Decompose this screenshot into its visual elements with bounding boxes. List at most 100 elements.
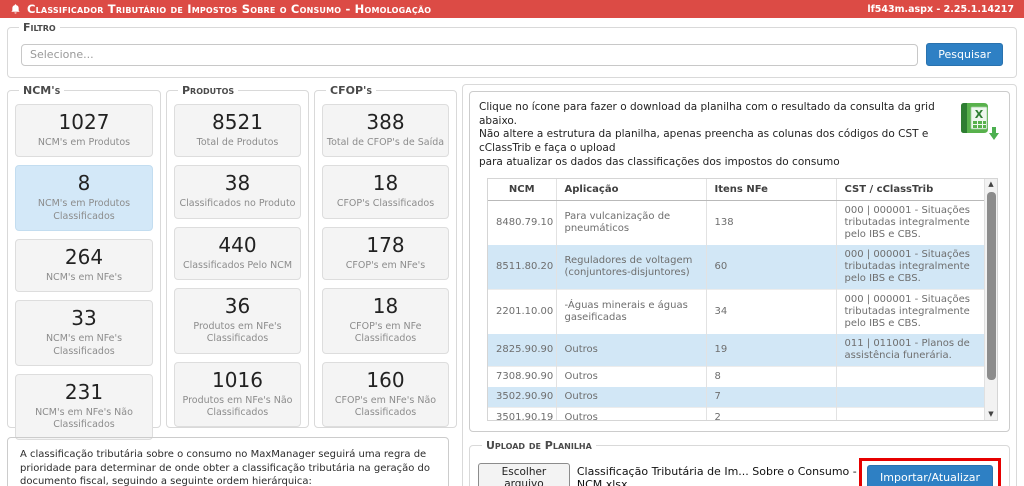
svg-text:X: X <box>975 108 984 121</box>
produtos-fieldset: Produtos 8521 Total de Produtos 38 Class… <box>166 84 309 428</box>
card-value: 264 <box>64 245 104 270</box>
cell-itens: 60 <box>705 245 836 290</box>
card-value: 1016 <box>212 367 263 392</box>
cell-ncm: 8480.79.10 <box>488 200 556 246</box>
card-ncm-em-produtos[interactable]: 1027 NCM's em Produtos <box>15 104 153 158</box>
table-row[interactable]: 8511.80.20 Reguladores de voltagem (conj… <box>488 245 984 290</box>
scroll-up-icon[interactable]: ▲ <box>988 180 994 189</box>
col-ncm: NCM <box>488 179 556 202</box>
table-row[interactable]: 2201.10.00 -Águas minerais e águas gasei… <box>488 289 984 335</box>
card-label: CFOP's em NFe's Não Classificados <box>334 394 437 419</box>
filter-input[interactable] <box>21 43 919 66</box>
card-total-cfops-saida[interactable]: 388 Total de CFOP's de Saída <box>322 104 449 158</box>
choose-file-button[interactable]: Escolher arquivo <box>478 462 570 486</box>
table-row[interactable]: 3502.90.90 Outros 7 <box>488 387 984 408</box>
instructions-line: Não altere a estrutura da planilha, apen… <box>479 128 929 154</box>
table-row[interactable]: 3501.90.19 Outros 2 <box>488 407 984 421</box>
bell-icon <box>10 3 21 15</box>
card-value: 231 <box>64 380 104 405</box>
table-row[interactable]: 8480.79.10 Para vulcanização de pneumáti… <box>488 200 984 246</box>
upload-legend: Upload de Planilha <box>486 439 592 453</box>
cell-aplicacao: Outros <box>555 334 706 367</box>
cell-itens: 7 <box>705 387 836 408</box>
card-label: NCM's em NFe's Classificados <box>45 333 123 357</box>
card-label: Total de Produtos <box>196 137 279 148</box>
cell-aplicacao: Outros <box>555 366 706 388</box>
card-value: 18 <box>372 294 399 319</box>
card-produtos-nfes-nao-classificados[interactable]: 1016 Produtos em NFe's Não Classificados <box>174 361 301 428</box>
page-title: Classificador Tributário de Impostos Sob… <box>27 2 432 16</box>
cell-ncm: 3502.90.90 <box>488 387 556 408</box>
card-total-produtos[interactable]: 8521 Total de Produtos <box>174 104 301 158</box>
cell-cst: 000 | 000001 - Situações tributadas inte… <box>835 289 984 335</box>
filter-legend: Filtro <box>23 21 56 34</box>
cell-itens: 8 <box>705 366 836 388</box>
cell-itens: 2 <box>705 407 836 421</box>
table-header-row: NCM Aplicação Itens NFe CST / cClassTrib <box>488 179 984 202</box>
card-cfops-classificados[interactable]: 18 CFOP's Classificados <box>322 165 449 219</box>
selected-file-name: Classificação Tributária de Im... Sobre … <box>576 464 857 486</box>
card-label: CFOP's em NFe Classificados <box>349 321 422 345</box>
card-ncm-em-nfes[interactable]: 264 NCM's em NFe's <box>15 239 153 293</box>
card-value: 8 <box>77 171 91 196</box>
card-label: Produtos em NFe's Não Classificados <box>182 394 293 419</box>
scrollbar-thumb[interactable] <box>987 192 996 381</box>
upload-fieldset: Upload de Planilha Escolher arquivo Clas… <box>469 439 1010 486</box>
table-row[interactable]: 7308.90.90 Outros 8 <box>488 366 984 388</box>
card-label: Classificados Pelo NCM <box>182 259 293 271</box>
card-label: NCM's em Produtos <box>37 137 131 148</box>
table-scrollbar[interactable]: ▲ ▼ <box>984 179 997 421</box>
filter-fieldset: Filtro Pesquisar <box>7 21 1017 78</box>
cfop-fieldset: CFOP's 388 Total de CFOP's de Saída 18 C… <box>314 84 457 428</box>
results-table: NCM Aplicação Itens NFe CST / cClassTrib… <box>488 179 984 421</box>
card-ncm-nfes-classificados[interactable]: 33 NCM's em NFe's Classificados <box>15 300 153 367</box>
card-value: 160 <box>366 367 405 392</box>
card-label: CFOP's Classificados <box>336 198 435 210</box>
cell-cst: 000 | 000001 - Situações tributadas inte… <box>835 245 984 290</box>
cell-ncm: 3501.90.19 <box>488 407 556 421</box>
excel-download-icon[interactable]: X <box>958 101 1000 141</box>
card-value: 33 <box>71 306 97 331</box>
card-cfops-nfes-nao-classificados[interactable]: 160 CFOP's em NFe's Não Classificados <box>322 361 449 428</box>
card-value: 38 <box>224 171 251 196</box>
card-ncm-nfes-nao-classificados[interactable]: 231 NCM's em NFe's Não Classificados <box>15 374 153 440</box>
card-value: 178 <box>366 232 405 257</box>
col-cst-cclasstrib: CST / cClassTrib <box>835 179 984 202</box>
card-cfops-nfe-classificados[interactable]: 18 CFOP's em NFe Classificados <box>322 288 449 354</box>
instructions-line: Clique no ícone para fazer o download da… <box>479 101 935 127</box>
card-classificados-produto[interactable]: 38 Classificados no Produto <box>174 165 301 219</box>
grid-instructions: Clique no ícone para fazer o download da… <box>479 101 948 169</box>
card-ncm-produtos-classificados[interactable]: 8 NCM's em Produtos Classificados <box>15 165 153 232</box>
col-itens-nfe: Itens NFe <box>705 179 836 202</box>
card-label: Total de CFOP's de Saída <box>326 137 445 148</box>
instructions-line: para atualizar os dados das classificaçõ… <box>479 155 840 168</box>
card-value: 1027 <box>58 110 110 134</box>
card-label: NCM's em Produtos Classificados <box>37 198 131 222</box>
grid-panel: Clique no ícone para fazer o download da… <box>462 84 1017 486</box>
card-classificados-pelo-ncm[interactable]: 440 Classificados Pelo NCM <box>174 226 301 281</box>
cell-ncm: 2201.10.00 <box>488 289 556 335</box>
cell-cst <box>835 387 984 408</box>
card-cfops-em-nfes[interactable]: 178 CFOP's em NFe's <box>322 226 449 281</box>
app-version: lf543m.aspx - 2.25.1.14217 <box>867 3 1014 15</box>
col-aplicacao: Aplicação <box>555 179 706 202</box>
cell-cst: 000 | 000001 - Situações tributadas inte… <box>835 200 984 246</box>
cell-aplicacao: Reguladores de voltagem (conjuntores-dis… <box>555 245 706 290</box>
card-produtos-nfes-classificados[interactable]: 36 Produtos em NFe's Classificados <box>174 288 301 354</box>
scroll-down-icon[interactable]: ▼ <box>988 410 994 419</box>
cell-cst: 011 | 011001 - Planos de assistência fun… <box>835 334 984 367</box>
card-value: 388 <box>366 110 405 134</box>
import-update-button[interactable]: Importar/Atualizar <box>867 465 993 486</box>
cell-aplicacao: Outros <box>555 387 706 408</box>
cell-ncm: 7308.90.90 <box>488 366 556 388</box>
card-value: 18 <box>372 171 399 196</box>
card-label: Produtos em NFe's Classificados <box>193 321 282 345</box>
results-table-wrap: NCM Aplicação Itens NFe CST / cClassTrib… <box>487 178 998 422</box>
cfop-legend: CFOP's <box>330 84 373 97</box>
cell-itens: 19 <box>705 334 836 367</box>
search-button[interactable]: Pesquisar <box>926 43 1003 66</box>
priority-note-intro: A classificação tributária sobre o consu… <box>20 449 430 486</box>
table-row[interactable]: 2825.90.90 Outros 19 011 | 011001 - Plan… <box>488 334 984 367</box>
cell-itens: 34 <box>705 289 836 335</box>
ncm-legend: NCM's <box>23 84 61 97</box>
